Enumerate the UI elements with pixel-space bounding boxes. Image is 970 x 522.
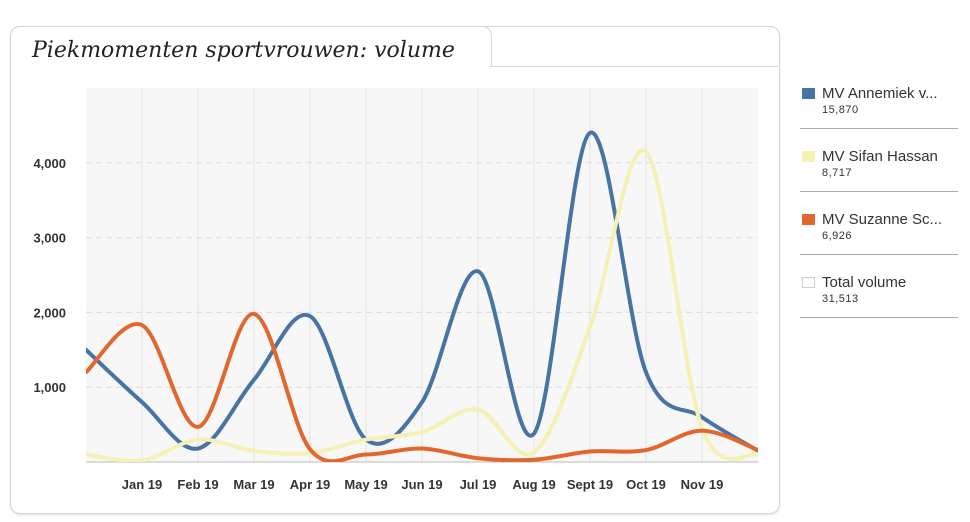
x-tick-label: Jul 19 [460,477,497,492]
x-tick-label: Mar 19 [233,477,274,492]
legend-label: MV Suzanne Sc... [822,211,943,228]
x-tick-label: May 19 [344,477,387,492]
x-tick-label: Oct 19 [626,477,666,492]
legend-value: 6,926 [822,230,853,242]
legend-item-total[interactable]: Total volume 31,513 [800,255,958,318]
legend-label: MV Annemiek v... [822,85,938,102]
legend-swatch-suzanne [802,214,815,225]
x-tick-label: Jan 19 [122,477,162,492]
legend-item-annemiek[interactable]: MV Annemiek v... 15,870 [800,66,958,129]
legend-swatch-sifan [802,151,815,162]
x-tick-label: Jun 19 [401,477,442,492]
legend-value: 31,513 [822,293,859,305]
y-tick-label: 4,000 [33,156,66,171]
chart-title: Piekmomenten sportvrouwen: volume [32,38,455,63]
legend: MV Annemiek v... 15,870 MV Sifan Hassan … [800,66,958,318]
legend-value: 15,870 [822,104,859,116]
title-tab [10,26,492,67]
x-tick-label: Sept 19 [567,477,613,492]
series-line-sifan [86,148,758,462]
legend-value: 8,717 [822,167,853,179]
legend-item-suzanne[interactable]: MV Suzanne Sc... 6,926 [800,192,958,255]
series-line-annemiek [86,130,758,453]
title-divider [490,66,778,67]
legend-label: Total volume [822,274,907,291]
x-tick-label: Nov 19 [681,477,724,492]
x-tick-label: Feb 19 [177,477,218,492]
legend-swatch-total [802,277,815,288]
series-line-suzanne [86,311,758,462]
x-tick-label: Aug 19 [512,477,555,492]
y-tick-label: 1,000 [33,380,66,395]
legend-item-sifan[interactable]: MV Sifan Hassan 8,717 [800,129,958,192]
y-tick-label: 2,000 [33,305,66,320]
legend-swatch-annemiek [802,88,815,99]
x-tick-label: Apr 19 [290,477,330,492]
legend-label: MV Sifan Hassan [822,148,938,165]
y-tick-label: 3,000 [33,231,66,246]
line-chart: 1,000 2,000 3,000 4,000 Jan 19 Feb 19 Mar 19 Ap… [33,88,758,492]
